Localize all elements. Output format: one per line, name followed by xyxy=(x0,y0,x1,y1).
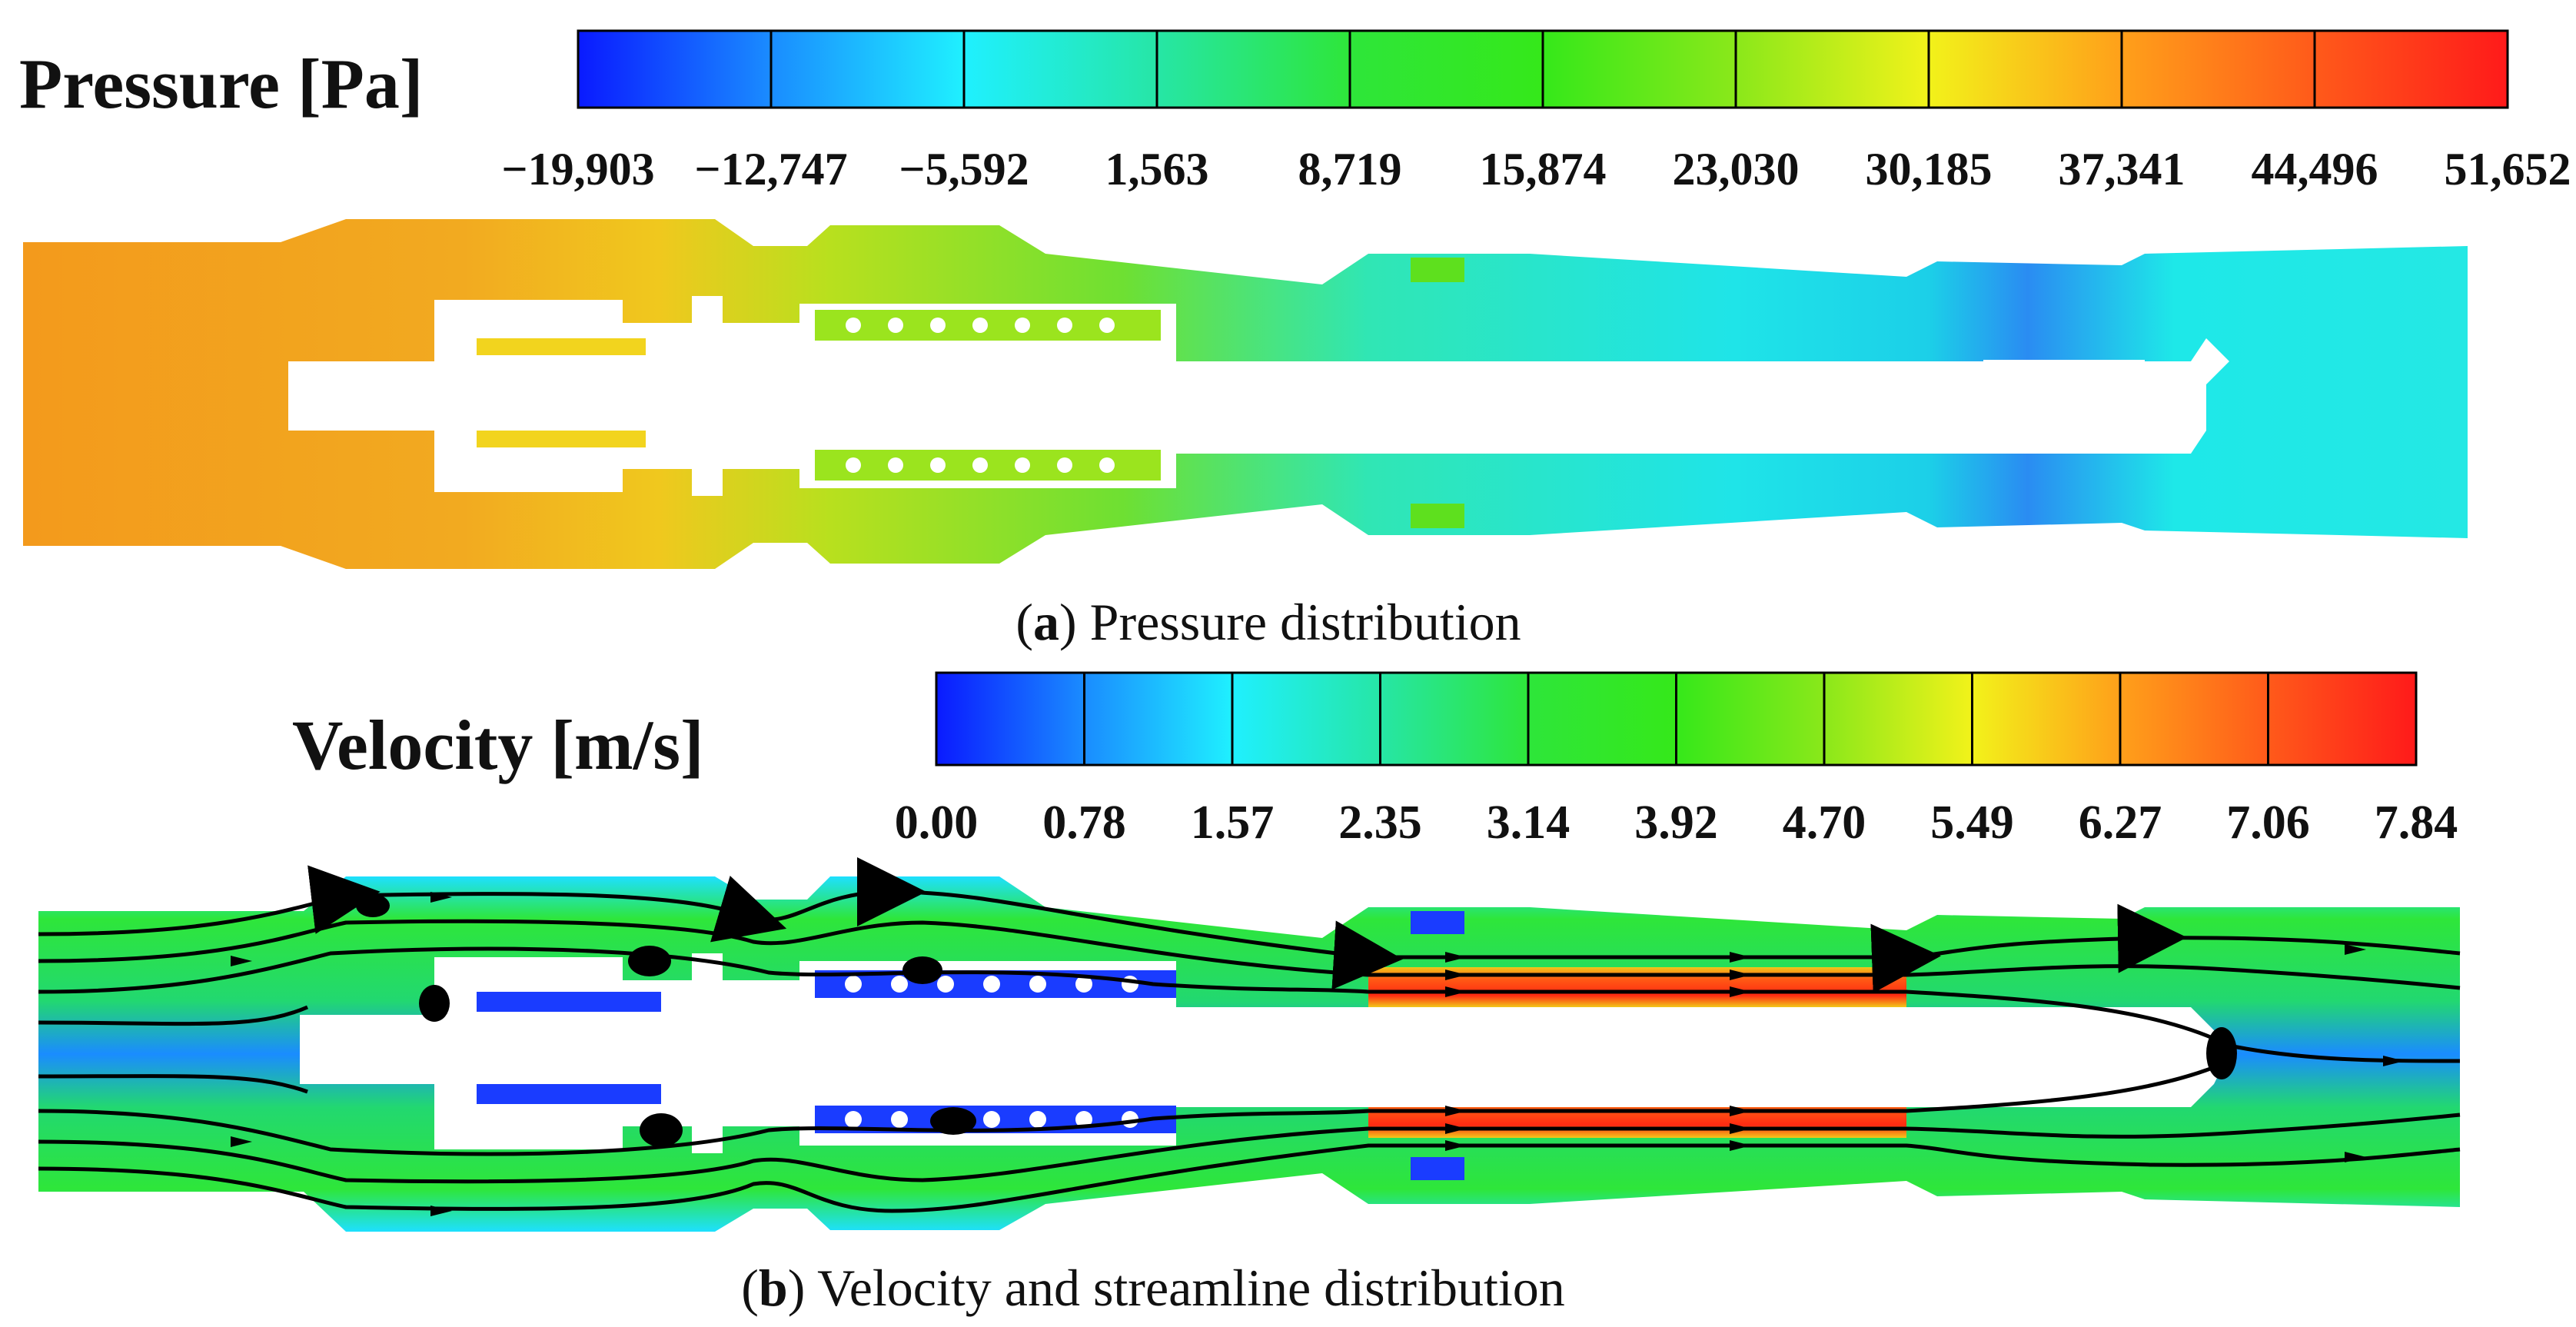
velocity-caption-letter: b xyxy=(759,1259,788,1317)
pressure-tick-labels: −19,903 −12,747 −5,592 1,563 8,719 15,874 23,0… xyxy=(501,144,2571,195)
pressure-tick-label: 1,563 xyxy=(1105,144,1209,195)
pressure-coil-holes xyxy=(846,318,1115,473)
velocity-tick-label: 1.57 xyxy=(1191,797,1275,849)
pressure-tick-label: 23,030 xyxy=(1673,144,1800,195)
pressure-tick-label: 30,185 xyxy=(1866,144,1993,195)
pressure-tick-label: −12,747 xyxy=(694,144,847,195)
pressure-caption-text: Pressure distribution xyxy=(1090,593,1521,651)
pressure-tick-label: 44,496 xyxy=(2252,144,2378,195)
velocity-tick-label: 6.27 xyxy=(2079,797,2162,849)
velocity-inner-body xyxy=(300,953,2229,1153)
pressure-tick-label: 51,652 xyxy=(2445,144,2571,195)
velocity-tick-labels: 0.00 0.78 1.57 2.35 3.14 3.92 4.70 5.49 6.27 7.06… xyxy=(895,797,2458,849)
velocity-legend-title: Velocity [m/s] xyxy=(292,706,704,784)
velocity-field xyxy=(38,857,2461,1232)
panel-b: Velocity [m/s] 0.00 0.78 1.57 2.35 3.14 3.92 4… xyxy=(38,671,2461,1317)
pressure-tick-label: 8,719 xyxy=(1298,144,1402,195)
velocity-caption-text: Velocity and streamline distribution xyxy=(817,1259,1565,1317)
velocity-tick-label: 4.70 xyxy=(1783,797,1866,849)
pressure-tick-label: 15,874 xyxy=(1480,144,1607,195)
velocity-colorbar xyxy=(935,671,2418,767)
velocity-tick-label: 5.49 xyxy=(1930,797,2014,849)
pressure-flange-bottom xyxy=(1411,504,1464,528)
pressure-tick-label: 37,341 xyxy=(2059,144,2185,195)
pressure-inner-body xyxy=(288,296,2229,496)
pressure-flange-top xyxy=(1411,258,1464,282)
pressure-tick-label: −19,903 xyxy=(501,144,654,195)
velocity-tick-label: 3.14 xyxy=(1487,797,1571,849)
velocity-tick-label: 7.84 xyxy=(2375,797,2458,849)
pressure-centre-rod xyxy=(1983,360,2145,421)
pressure-caption: (a) Pressure distribution xyxy=(1015,593,1521,651)
pressure-tick-label: −5,592 xyxy=(899,144,1029,195)
velocity-tick-label: 7.06 xyxy=(2226,797,2310,849)
velocity-vortex-cores xyxy=(356,894,2237,1147)
velocity-tick-label: 0.78 xyxy=(1042,797,1126,849)
velocity-tick-label: 2.35 xyxy=(1338,797,1422,849)
velocity-streamline-arrows xyxy=(231,892,2405,1216)
panel-a: Pressure [Pa] −19,903 −12,747 −5,592 1,563 8… xyxy=(19,29,2571,651)
velocity-tick-label: 0.00 xyxy=(895,797,979,849)
velocity-caption: (b) Velocity and streamline distribution xyxy=(741,1259,1565,1317)
pressure-colorbar xyxy=(577,29,2509,109)
pressure-caption-letter: a xyxy=(1033,593,1059,651)
pressure-legend-title: Pressure [Pa] xyxy=(19,45,423,123)
pressure-field xyxy=(23,219,2468,569)
velocity-tick-label: 3.92 xyxy=(1634,797,1718,849)
